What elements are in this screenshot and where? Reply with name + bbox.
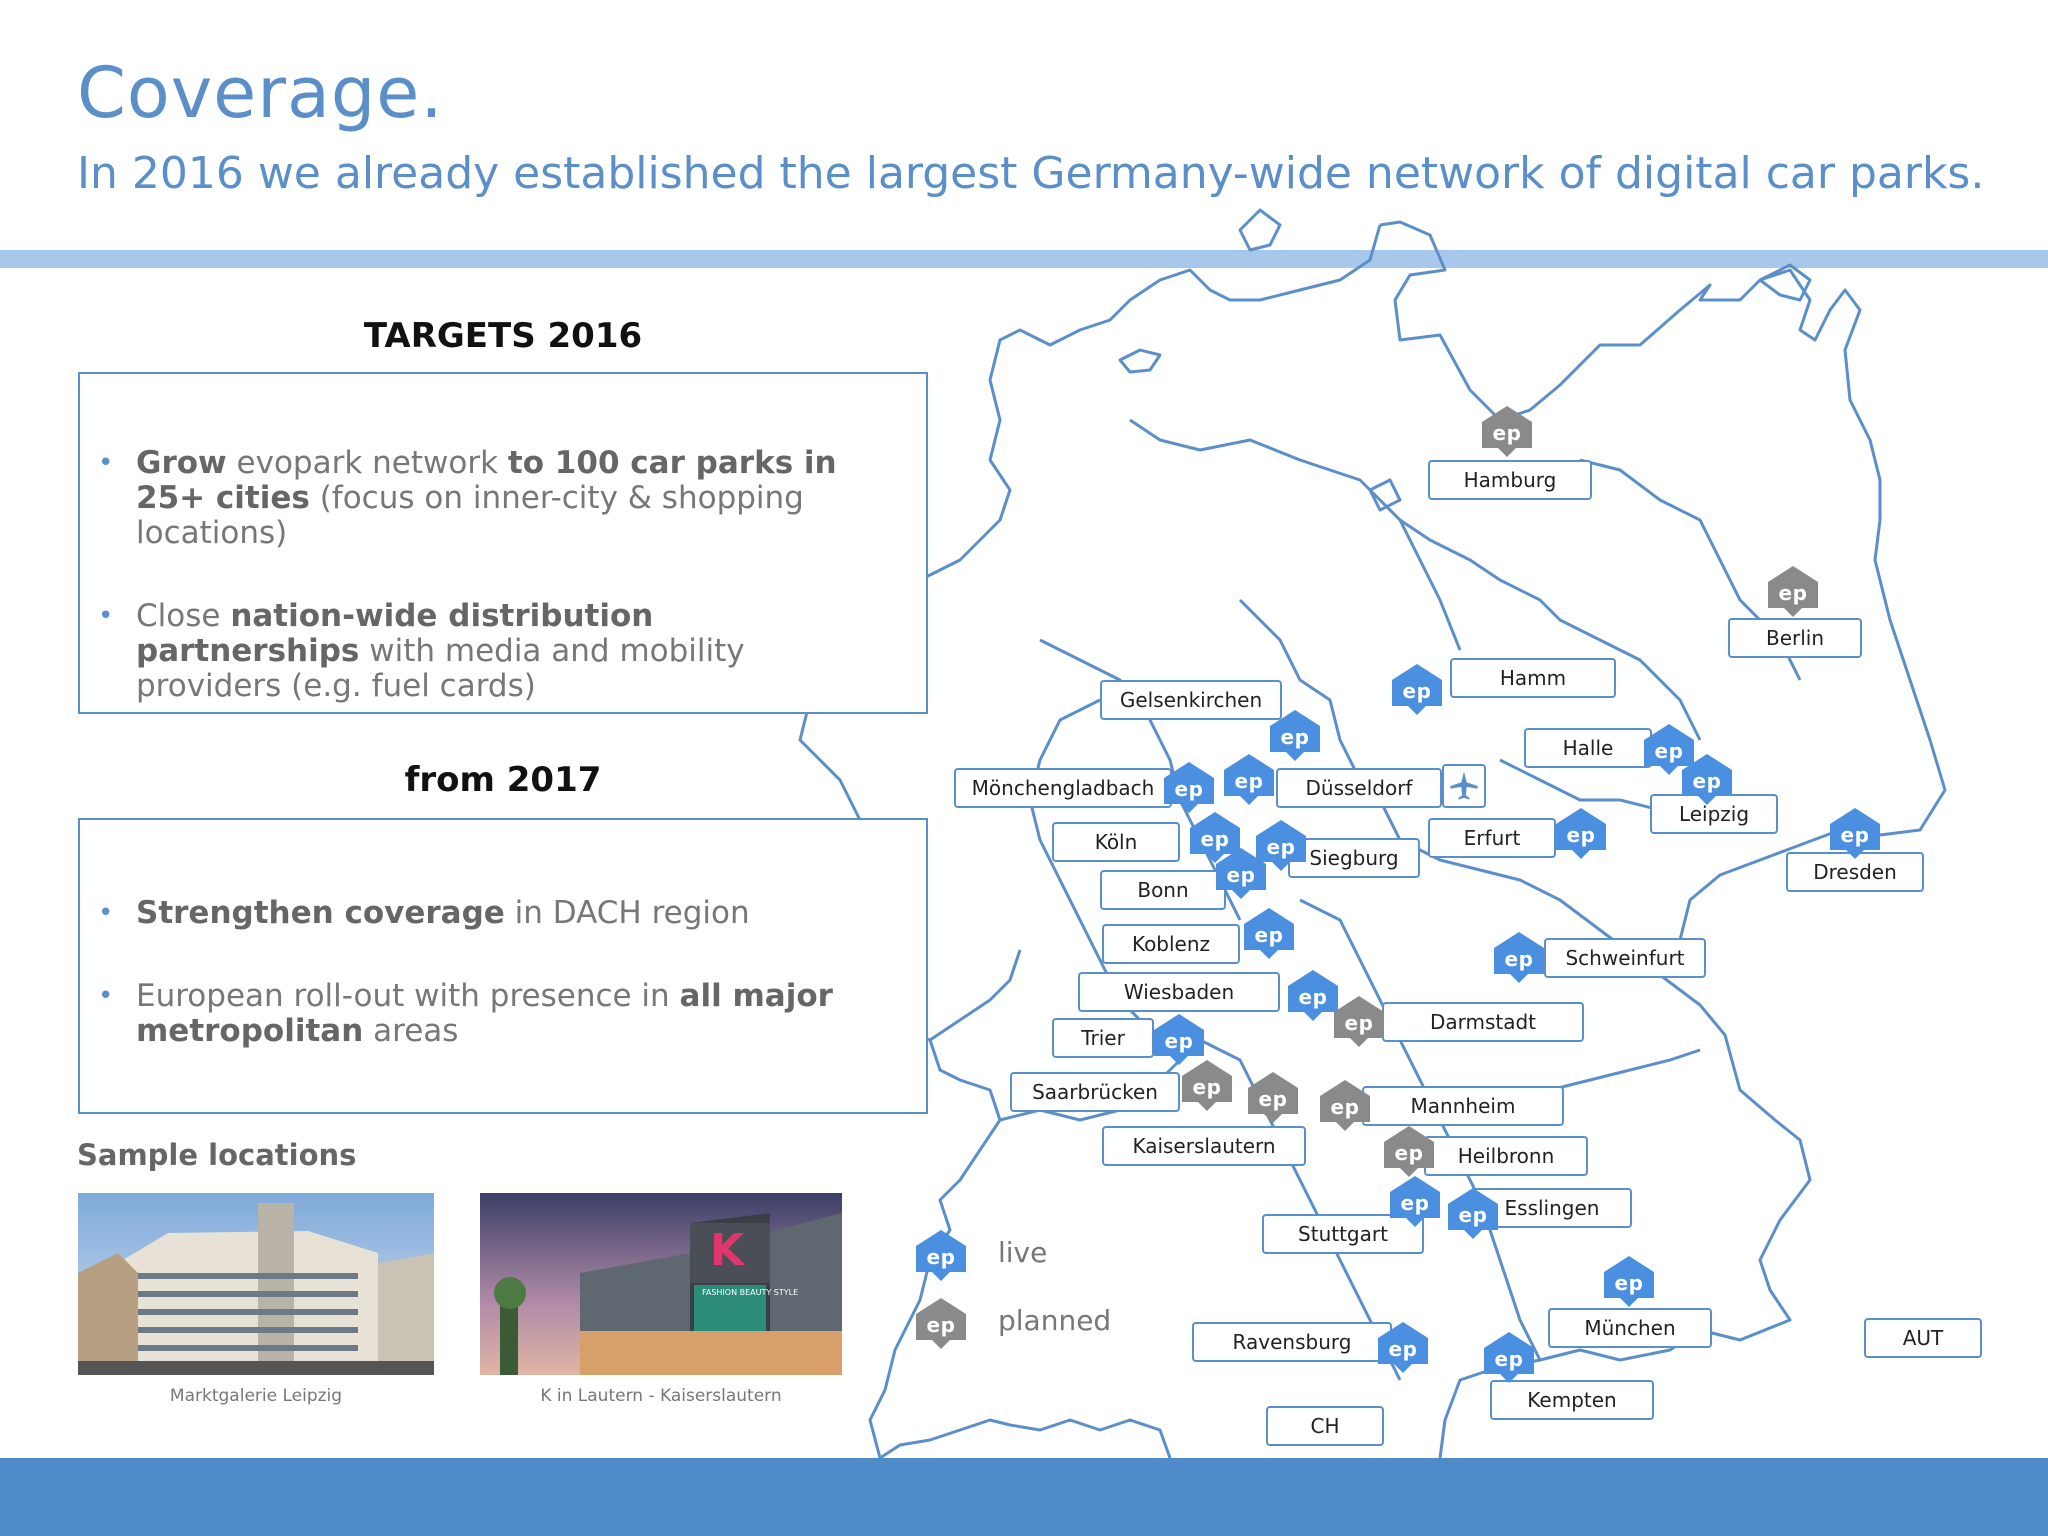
- from-2017-heading: from 2017: [404, 760, 602, 800]
- live-pin-halle-icon: ep: [1642, 722, 1696, 776]
- targets-bullet-1: Grow evopark network to 100 car parks in…: [98, 446, 886, 551]
- planned-pin-mannheim-icon: ep: [1318, 1078, 1372, 1132]
- legend-live-label: live: [998, 1236, 1048, 1269]
- map-label-ch: CH: [1266, 1406, 1384, 1446]
- from-2017-box: Strengthen coverage in DACH region Europ…: [78, 818, 928, 1114]
- airplane-icon: [1442, 764, 1486, 808]
- city-label-moenchengladbach: Mönchengladbach: [954, 768, 1172, 808]
- legend-live-pin-icon: ep: [914, 1228, 968, 1282]
- targets-2016-box: Grow evopark network to 100 car parks in…: [78, 372, 928, 714]
- city-label-wiesbaden: Wiesbaden: [1078, 972, 1280, 1012]
- live-pin-leipzig-icon: ep: [1680, 752, 1734, 806]
- caption-marktgalerie-leipzig: Marktgalerie Leipzig: [169, 1386, 343, 1406]
- from-2017-bullet-1: Strengthen coverage in DACH region: [98, 896, 886, 932]
- live-pin-muenchen-icon: ep: [1602, 1254, 1656, 1308]
- live-pin-erfurt-icon: ep: [1554, 806, 1608, 860]
- targets-bullet-2: Close nation-wide distribution partnersh…: [98, 599, 886, 704]
- city-label-mannheim: Mannheim: [1362, 1086, 1564, 1126]
- planned-pin-heilbronn-icon: ep: [1382, 1124, 1436, 1178]
- live-pin-esslingen-icon: ep: [1446, 1186, 1500, 1240]
- city-label-koeln: Köln: [1052, 822, 1180, 862]
- live-pin-koeln-icon: ep: [1188, 810, 1242, 864]
- live-pin-siegburg-icon: ep: [1254, 818, 1308, 872]
- planned-pin-kaiserslautern-icon: ep: [1246, 1070, 1300, 1124]
- city-label-bonn: Bonn: [1100, 870, 1226, 910]
- germany-outline: [879, 220, 1947, 1460]
- sample-locations-heading: Sample locations: [77, 1138, 357, 1172]
- city-label-duesseldorf: Düsseldorf: [1276, 768, 1442, 808]
- page-subtitle: In 2016 we already established the large…: [77, 148, 1985, 199]
- city-label-saarbruecken: Saarbrücken: [1010, 1072, 1180, 1112]
- live-pin-trier-icon: ep: [1152, 1012, 1206, 1066]
- city-label-gelsenkirchen: Gelsenkirchen: [1100, 680, 1282, 720]
- legend-planned-label: planned: [998, 1304, 1112, 1337]
- live-pin-wiesbaden-icon: ep: [1286, 968, 1340, 1022]
- city-label-ravensburg: Ravensburg: [1192, 1322, 1392, 1362]
- from-2017-bullet-2: European roll-out with presence in all m…: [98, 979, 886, 1049]
- live-pin-stuttgart-icon: ep: [1388, 1174, 1442, 1228]
- city-label-darmstadt: Darmstadt: [1382, 1002, 1584, 1042]
- city-label-kempten: Kempten: [1490, 1380, 1654, 1420]
- city-label-muenchen: München: [1548, 1308, 1712, 1348]
- k-signage: FASHION BEAUTY STYLE: [702, 1288, 798, 1297]
- planned-pin-darmstadt-icon: ep: [1332, 994, 1386, 1048]
- city-label-hamburg: Hamburg: [1428, 460, 1592, 500]
- live-pin-ravensburg-icon: ep: [1376, 1320, 1430, 1374]
- live-pin-kempten-icon: ep: [1482, 1330, 1536, 1384]
- planned-pin-hamburg-icon: ep: [1480, 404, 1534, 458]
- photo-marktgalerie-leipzig: [78, 1193, 434, 1375]
- city-label-berlin: Berlin: [1728, 618, 1862, 658]
- targets-2016-heading: TARGETS 2016: [363, 316, 643, 356]
- live-pin-bonn-icon: ep: [1214, 846, 1268, 900]
- map-label-aut: AUT: [1864, 1318, 1982, 1358]
- city-label-trier: Trier: [1052, 1018, 1154, 1058]
- city-label-halle: Halle: [1524, 728, 1652, 768]
- legend-planned-pin-icon: ep: [914, 1296, 968, 1350]
- page-title: Coverage.: [77, 52, 444, 134]
- k-logo: K: [710, 1225, 746, 1276]
- planned-pin-saarbruecken-icon: ep: [1180, 1058, 1234, 1112]
- live-pin-dresden-icon: ep: [1828, 806, 1882, 860]
- caption-k-in-lautern: K in Lautern - Kaiserslautern: [540, 1386, 782, 1406]
- city-label-schweinfurt: Schweinfurt: [1544, 938, 1706, 978]
- planned-pin-berlin-icon: ep: [1766, 564, 1820, 618]
- city-label-siegburg: Siegburg: [1288, 838, 1420, 878]
- live-pin-duesseldorf-icon: ep: [1222, 752, 1276, 806]
- top-band: [0, 250, 2048, 268]
- city-label-stuttgart: Stuttgart: [1262, 1214, 1424, 1254]
- city-label-erfurt: Erfurt: [1428, 818, 1556, 858]
- photo-k-in-lautern: K FASHION BEAUTY STYLE: [480, 1193, 842, 1375]
- live-pin-koblenz-icon: ep: [1242, 906, 1296, 960]
- live-pin-gelsenkirchen-icon: ep: [1268, 708, 1322, 762]
- live-pin-hamm-icon: ep: [1390, 662, 1444, 716]
- city-label-koblenz: Koblenz: [1102, 924, 1240, 964]
- city-label-hamm: Hamm: [1450, 658, 1616, 698]
- city-label-kaiserslautern: Kaiserslautern: [1102, 1126, 1306, 1166]
- live-pin-moenchengladbach-icon: ep: [1162, 760, 1216, 814]
- city-label-heilbronn: Heilbronn: [1424, 1136, 1588, 1176]
- bottom-band: [0, 1458, 2048, 1536]
- live-pin-schweinfurt-icon: ep: [1492, 930, 1546, 984]
